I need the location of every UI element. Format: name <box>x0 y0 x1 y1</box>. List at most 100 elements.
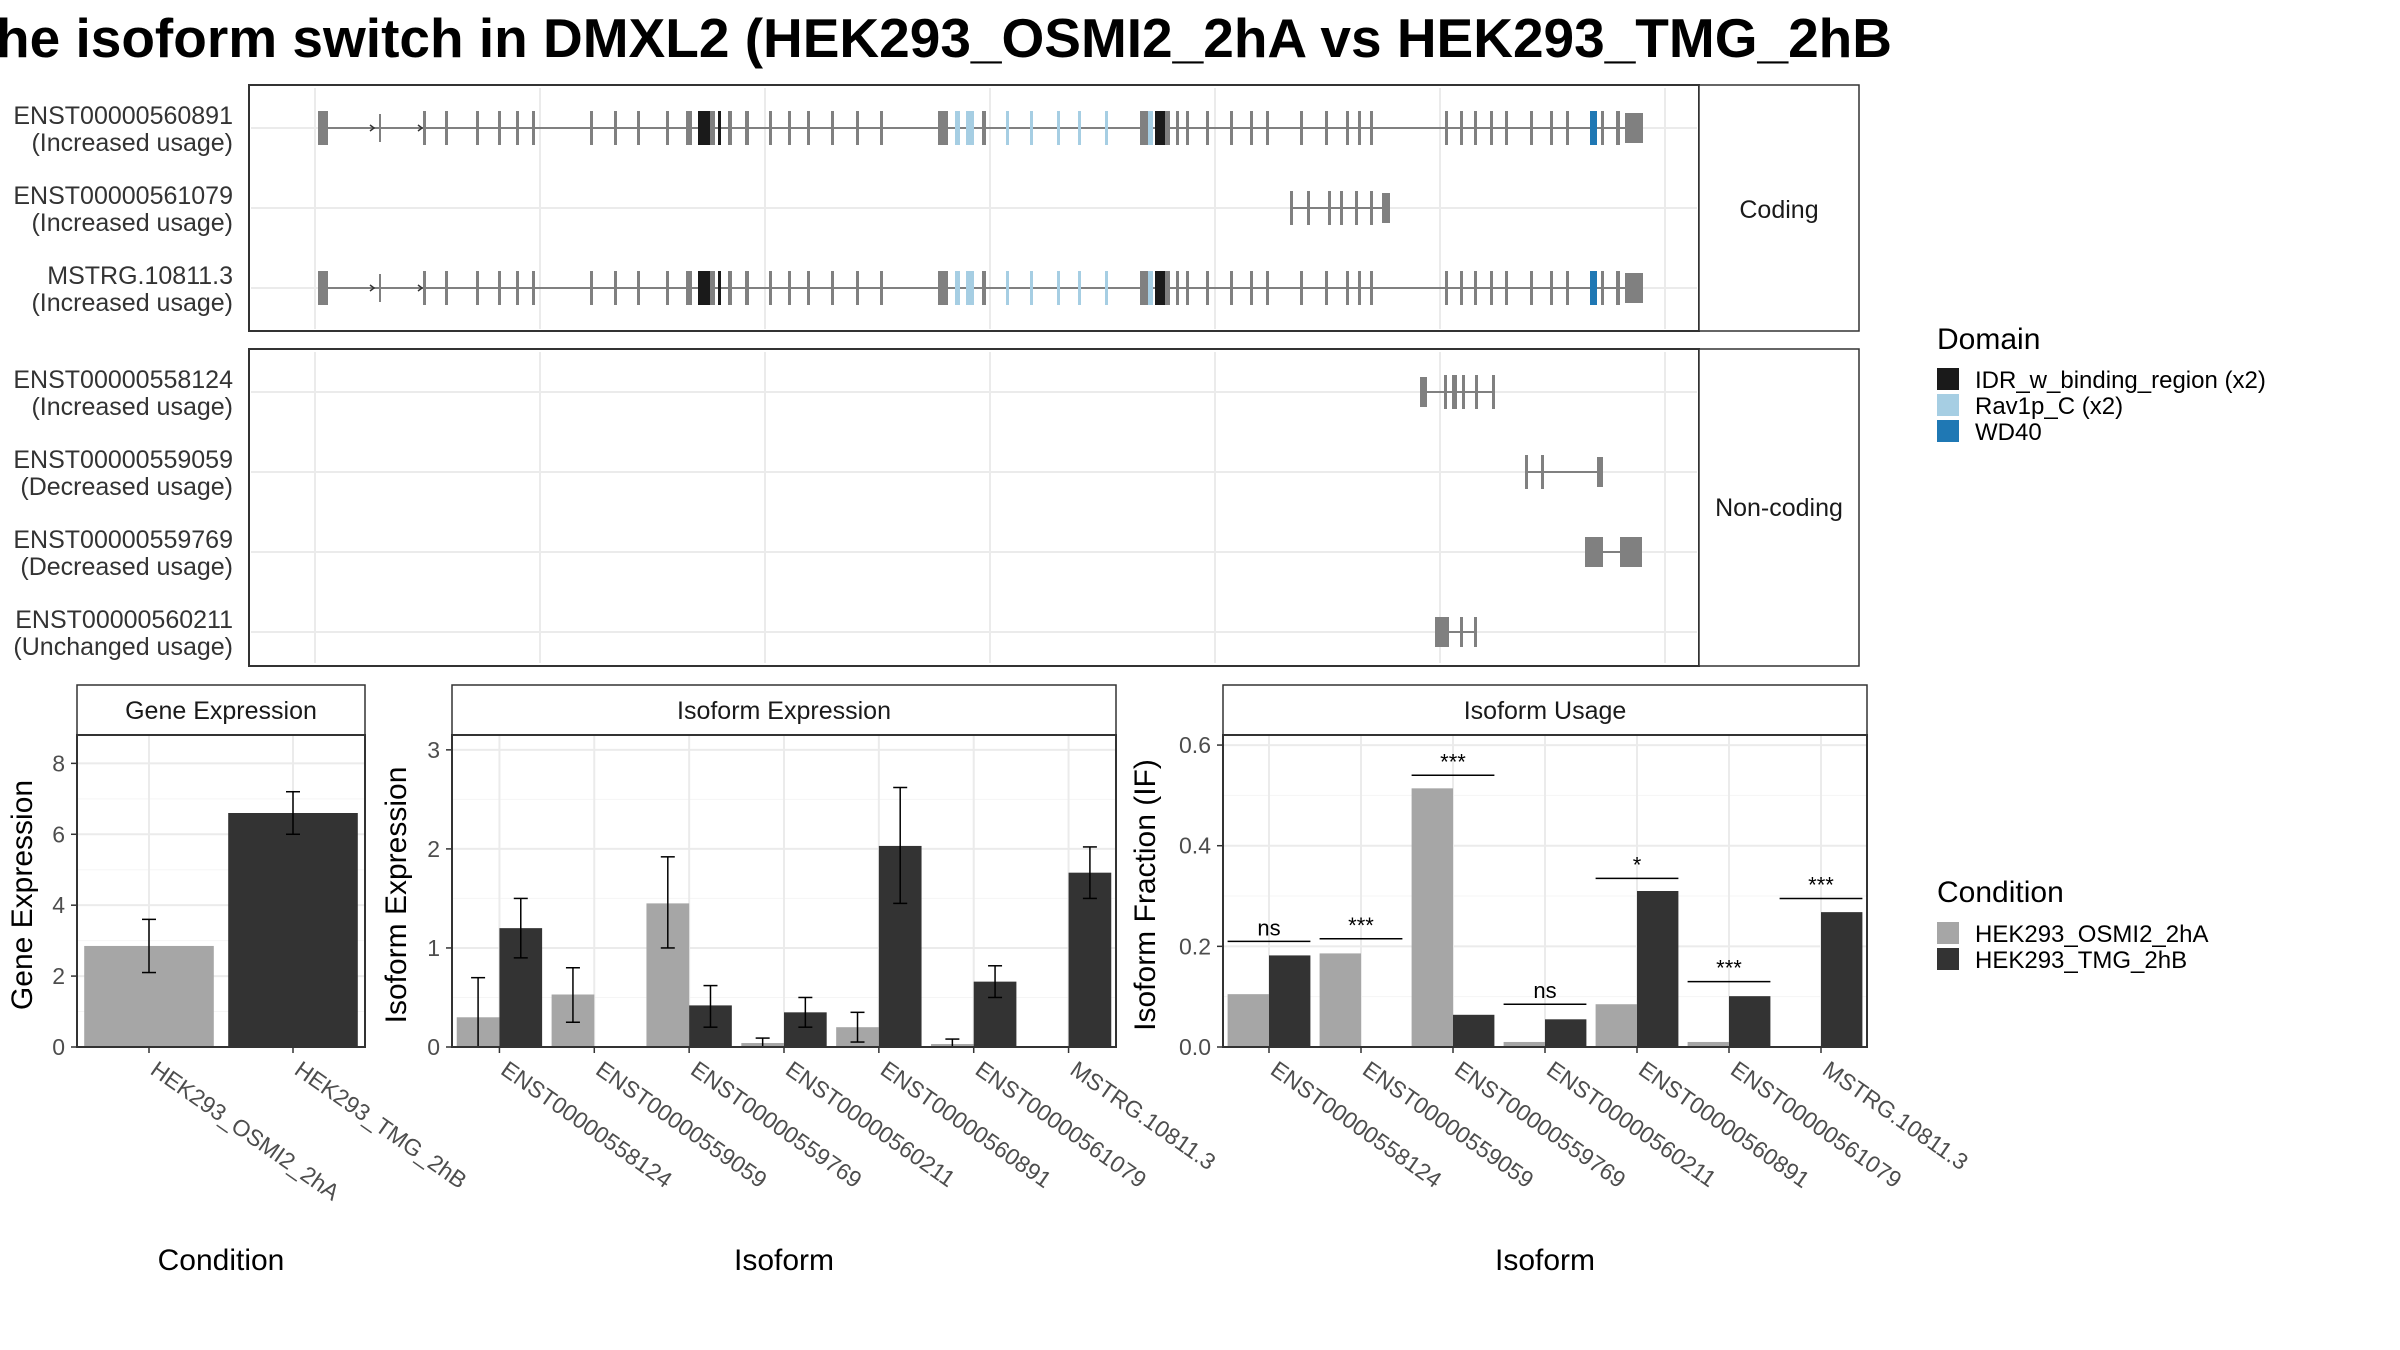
legend-key-cond2 <box>1937 948 1959 970</box>
bar <box>1068 872 1112 1047</box>
exon <box>698 271 710 305</box>
transcript-label-id: ENST00000560891 <box>13 102 233 130</box>
transcript-track <box>1525 455 1603 489</box>
x-tick-label: ENST00000560211 <box>1542 1056 1721 1192</box>
exon <box>769 111 772 145</box>
legend-key-rav1p <box>1937 394 1959 416</box>
isoform-expression-strip <box>451 684 1117 736</box>
exon <box>728 111 732 145</box>
transcript-track <box>318 111 1643 145</box>
exon <box>1445 271 1448 305</box>
bar <box>1319 953 1361 1047</box>
exon <box>476 271 479 305</box>
isoform-expression-panel: Isoform Expression 0123ENST00000558124EN… <box>380 684 1221 1277</box>
exon <box>1601 111 1604 145</box>
transcript-label-id: MSTRG.10811.3 <box>47 262 233 290</box>
plot-border <box>76 734 366 1048</box>
exon <box>880 271 883 305</box>
exon <box>1300 111 1303 145</box>
domain-legend: Domain IDR_w_binding_region (x2) Rav1p_C… <box>1937 323 2266 446</box>
bar <box>1227 994 1269 1047</box>
exon <box>1290 191 1293 225</box>
exon <box>1078 271 1081 305</box>
significance-label: * <box>1633 852 1642 877</box>
y-tick-label: 0.0 <box>1179 1034 1211 1060</box>
exon <box>1490 111 1493 145</box>
y-tick-label: 2 <box>52 963 65 989</box>
x-tick-label: ENST00000559059 <box>1358 1056 1538 1193</box>
exon <box>1140 111 1148 145</box>
exon <box>1358 271 1361 305</box>
exon <box>498 111 501 145</box>
strand-arrow <box>417 284 424 292</box>
transcript-label-id: ENST00000559059 <box>13 446 233 474</box>
exon <box>1340 191 1343 225</box>
exon <box>1566 271 1569 305</box>
significance-label: *** <box>1716 956 1742 981</box>
exon <box>1230 271 1233 305</box>
legend-item-label: HEK293_TMG_2hB <box>1975 947 2187 974</box>
exon <box>880 111 883 145</box>
exon <box>966 271 974 305</box>
transcript-label-usage: (Increased usage) <box>31 209 233 237</box>
exon <box>955 271 960 305</box>
exon <box>938 271 948 305</box>
exon <box>1590 271 1597 305</box>
exon <box>1435 617 1449 647</box>
x-tick-label: ENST00000559769 <box>686 1056 866 1193</box>
exon <box>1445 111 1448 145</box>
exon <box>807 271 810 305</box>
exon <box>1382 193 1390 223</box>
transcript-track <box>1585 537 1642 567</box>
y-tick-label: 0 <box>52 1034 65 1060</box>
significance-label: ns <box>1257 915 1280 940</box>
exon <box>718 111 721 145</box>
bar <box>228 813 358 1047</box>
exon <box>1206 271 1209 305</box>
bar <box>1503 1041 1545 1047</box>
gene-expression-strip <box>76 684 366 736</box>
x-tick-label: ENST00000559059 <box>591 1056 771 1193</box>
exon <box>614 111 617 145</box>
exon <box>1176 111 1179 145</box>
exon <box>1155 111 1165 145</box>
exon <box>831 271 834 305</box>
exon <box>476 111 479 145</box>
exon <box>637 111 640 145</box>
exon <box>807 111 810 145</box>
exon <box>1474 271 1477 305</box>
exon <box>1492 375 1495 409</box>
exon <box>1155 271 1165 305</box>
x-axis-title: Isoform <box>734 1244 834 1277</box>
exon <box>1346 271 1349 305</box>
transcript-track <box>1420 375 1495 409</box>
exon <box>318 111 328 145</box>
exon <box>1206 111 1209 145</box>
exon <box>1370 191 1373 225</box>
exon <box>423 111 426 145</box>
exon <box>788 271 791 305</box>
exon <box>1358 111 1361 145</box>
exon <box>686 271 692 305</box>
exon <box>1370 111 1373 145</box>
transcript-label-usage: (Decreased usage) <box>20 553 233 581</box>
transcript-label-usage: (Increased usage) <box>31 129 233 157</box>
exon <box>718 271 721 305</box>
significance-label: *** <box>1440 749 1466 774</box>
exon <box>728 271 732 305</box>
y-tick-label: 0.6 <box>1179 732 1211 758</box>
exon <box>1165 111 1170 145</box>
legend-key-idr <box>1937 368 1959 390</box>
exon <box>1585 537 1603 567</box>
exon <box>1525 455 1528 489</box>
exon <box>1186 111 1189 145</box>
exon <box>1325 111 1328 145</box>
exon <box>745 111 749 145</box>
isoform-usage-plot: 0.00.20.40.6ns ******ns*******ENST0000055… <box>1179 732 1973 1193</box>
exon <box>1307 191 1310 225</box>
exon <box>1355 191 1358 225</box>
bar <box>1687 1041 1729 1047</box>
exon <box>1370 271 1373 305</box>
exon <box>379 114 381 142</box>
exon <box>1460 111 1463 145</box>
